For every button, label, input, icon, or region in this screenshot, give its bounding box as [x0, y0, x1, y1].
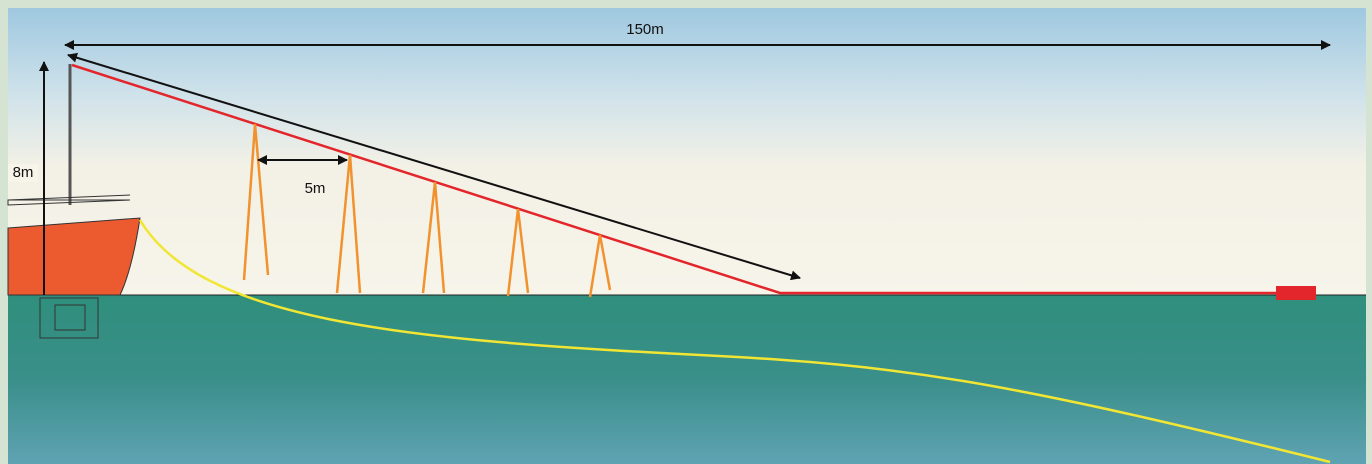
dimension-arrows — [39, 40, 1331, 295]
height-label: 8m — [13, 164, 34, 181]
sky — [8, 8, 1366, 296]
spacing-label: 5m — [305, 180, 326, 197]
length-label: 150m — [626, 21, 664, 38]
label-bg — [8, 164, 38, 182]
sea — [8, 295, 1366, 464]
buoy — [1276, 286, 1316, 300]
cable — [138, 219, 1331, 464]
